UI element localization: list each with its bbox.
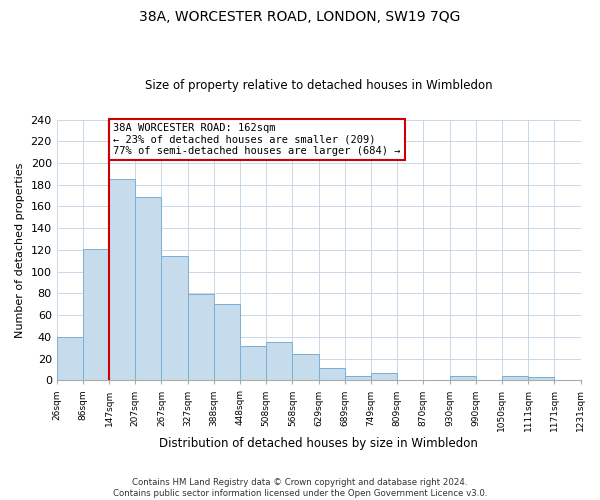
Bar bbox=[240, 346, 266, 380]
Bar bbox=[292, 354, 319, 380]
Bar bbox=[83, 249, 109, 380]
Bar bbox=[319, 368, 345, 380]
Bar bbox=[449, 376, 476, 380]
Y-axis label: Number of detached properties: Number of detached properties bbox=[15, 162, 25, 338]
Bar bbox=[214, 304, 240, 380]
Text: Contains HM Land Registry data © Crown copyright and database right 2024.
Contai: Contains HM Land Registry data © Crown c… bbox=[113, 478, 487, 498]
Bar bbox=[56, 337, 83, 380]
Text: 38A, WORCESTER ROAD, LONDON, SW19 7QG: 38A, WORCESTER ROAD, LONDON, SW19 7QG bbox=[139, 10, 461, 24]
Bar bbox=[188, 294, 214, 380]
Bar bbox=[371, 372, 397, 380]
Bar bbox=[502, 376, 528, 380]
X-axis label: Distribution of detached houses by size in Wimbledon: Distribution of detached houses by size … bbox=[159, 437, 478, 450]
Bar bbox=[345, 376, 371, 380]
Text: 38A WORCESTER ROAD: 162sqm
← 23% of detached houses are smaller (209)
77% of sem: 38A WORCESTER ROAD: 162sqm ← 23% of deta… bbox=[113, 123, 400, 156]
Bar bbox=[266, 342, 292, 380]
Bar bbox=[528, 377, 554, 380]
Bar bbox=[109, 180, 135, 380]
Title: Size of property relative to detached houses in Wimbledon: Size of property relative to detached ho… bbox=[145, 79, 493, 92]
Bar bbox=[161, 256, 188, 380]
Bar bbox=[135, 196, 161, 380]
